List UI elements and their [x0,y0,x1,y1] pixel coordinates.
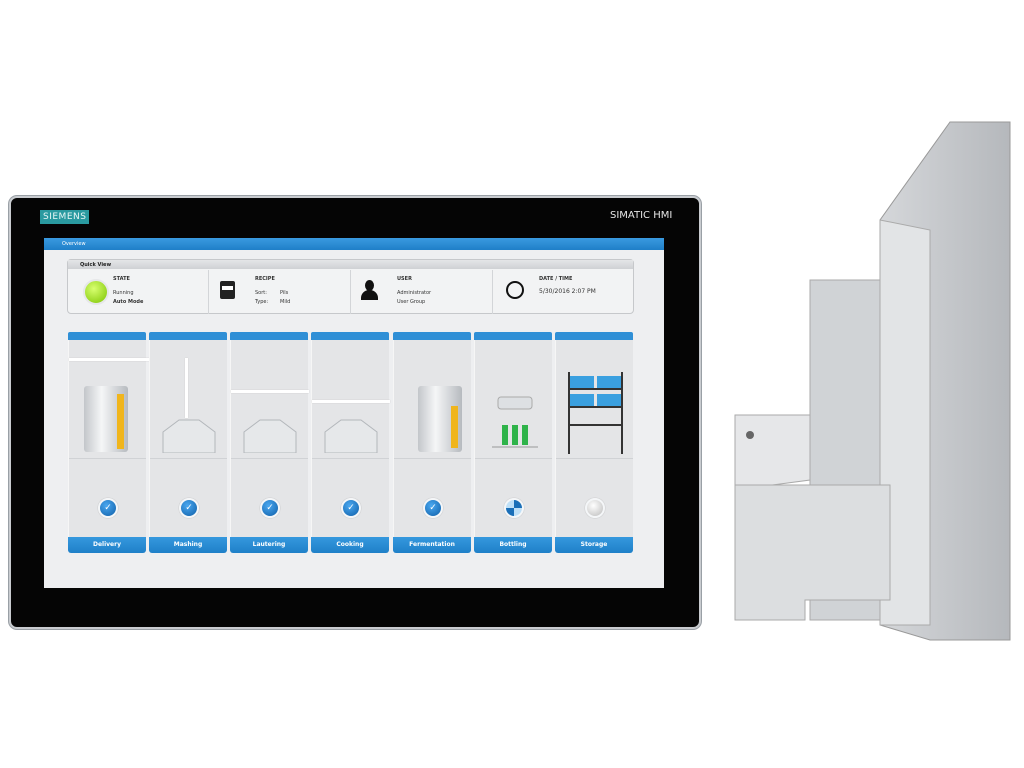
datetime-label: DATE / TIME [539,276,573,282]
state-label: STATE [113,276,130,282]
recipe-box-icon [220,281,235,299]
mash-tun-icon [162,419,216,453]
recipe-sort-label: Sort: [255,290,267,296]
step-label[interactable]: Lautering [230,537,308,553]
step-label[interactable]: Mashing [149,537,227,553]
bottling-machine-icon [492,396,538,448]
recipe-label: RECIPE [255,276,275,282]
step-label[interactable]: Cooking [311,537,389,553]
step-lautering[interactable]: ✓ Lautering [230,332,309,554]
user-label: USER [397,276,412,282]
quick-view-panel: Quick View STATE Running Auto Mode RECIP… [67,259,634,314]
step-label[interactable]: Fermentation [393,537,471,553]
fermenter-icon [418,386,462,452]
check-icon: ✓ [260,498,280,518]
step-mashing[interactable]: ✓ Mashing [149,332,227,554]
lauter-tun-icon [243,419,297,453]
recipe-sort-value: Pils [280,290,289,296]
recipe-cell[interactable]: RECIPE Sort: Pils Type: Mild [210,270,351,314]
siemens-logo: SIEMENS [40,210,90,224]
check-icon: ✓ [179,498,199,518]
user-icon [365,280,374,291]
datetime-value: 5/30/2016 2:07 PM [539,288,596,295]
model-label: SIMATIC HMI [610,210,673,221]
step-label[interactable]: Storage [555,537,633,553]
brew-kettle-icon [324,419,378,453]
check-icon: ✓ [341,498,361,518]
silo-icon [84,386,128,452]
state-indicator-icon [83,279,109,305]
in-progress-icon [504,498,524,518]
screen-title-bar: Overview [44,238,664,250]
check-icon: ✓ [423,498,443,518]
state-mode: Auto Mode [113,299,144,305]
state-cell: STATE Running Auto Mode [68,270,209,314]
step-storage[interactable]: Storage [555,332,633,554]
step-delivery[interactable]: ✓ Delivery [68,332,189,554]
datetime-cell: DATE / TIME 5/30/2016 2:07 PM [494,270,635,314]
recipe-type-label: Type: [255,299,269,305]
storage-rack-icon [568,372,623,454]
idle-icon [585,498,605,518]
clock-icon [506,281,524,299]
step-fermentation[interactable]: ✓ Fermentation [393,332,471,554]
hmi-screen: Overview Quick View STATE Running Auto M… [44,238,664,588]
panel-side-mount [734,121,1011,641]
quick-view-title: Quick View [68,260,633,269]
user-icon-body [361,290,378,300]
state-running: Running [113,290,134,296]
check-icon: ✓ [98,498,118,518]
step-label[interactable]: Delivery [68,537,146,553]
user-name: Administrator [397,290,432,296]
step-bottling[interactable]: Bottling [474,332,552,554]
recipe-type-value: Mild [280,299,291,305]
user-cell[interactable]: USER Administrator User Group [352,270,493,314]
step-label[interactable]: Bottling [474,537,552,553]
user-group: User Group [397,299,426,305]
step-cooking[interactable]: ✓ Cooking [311,332,390,554]
